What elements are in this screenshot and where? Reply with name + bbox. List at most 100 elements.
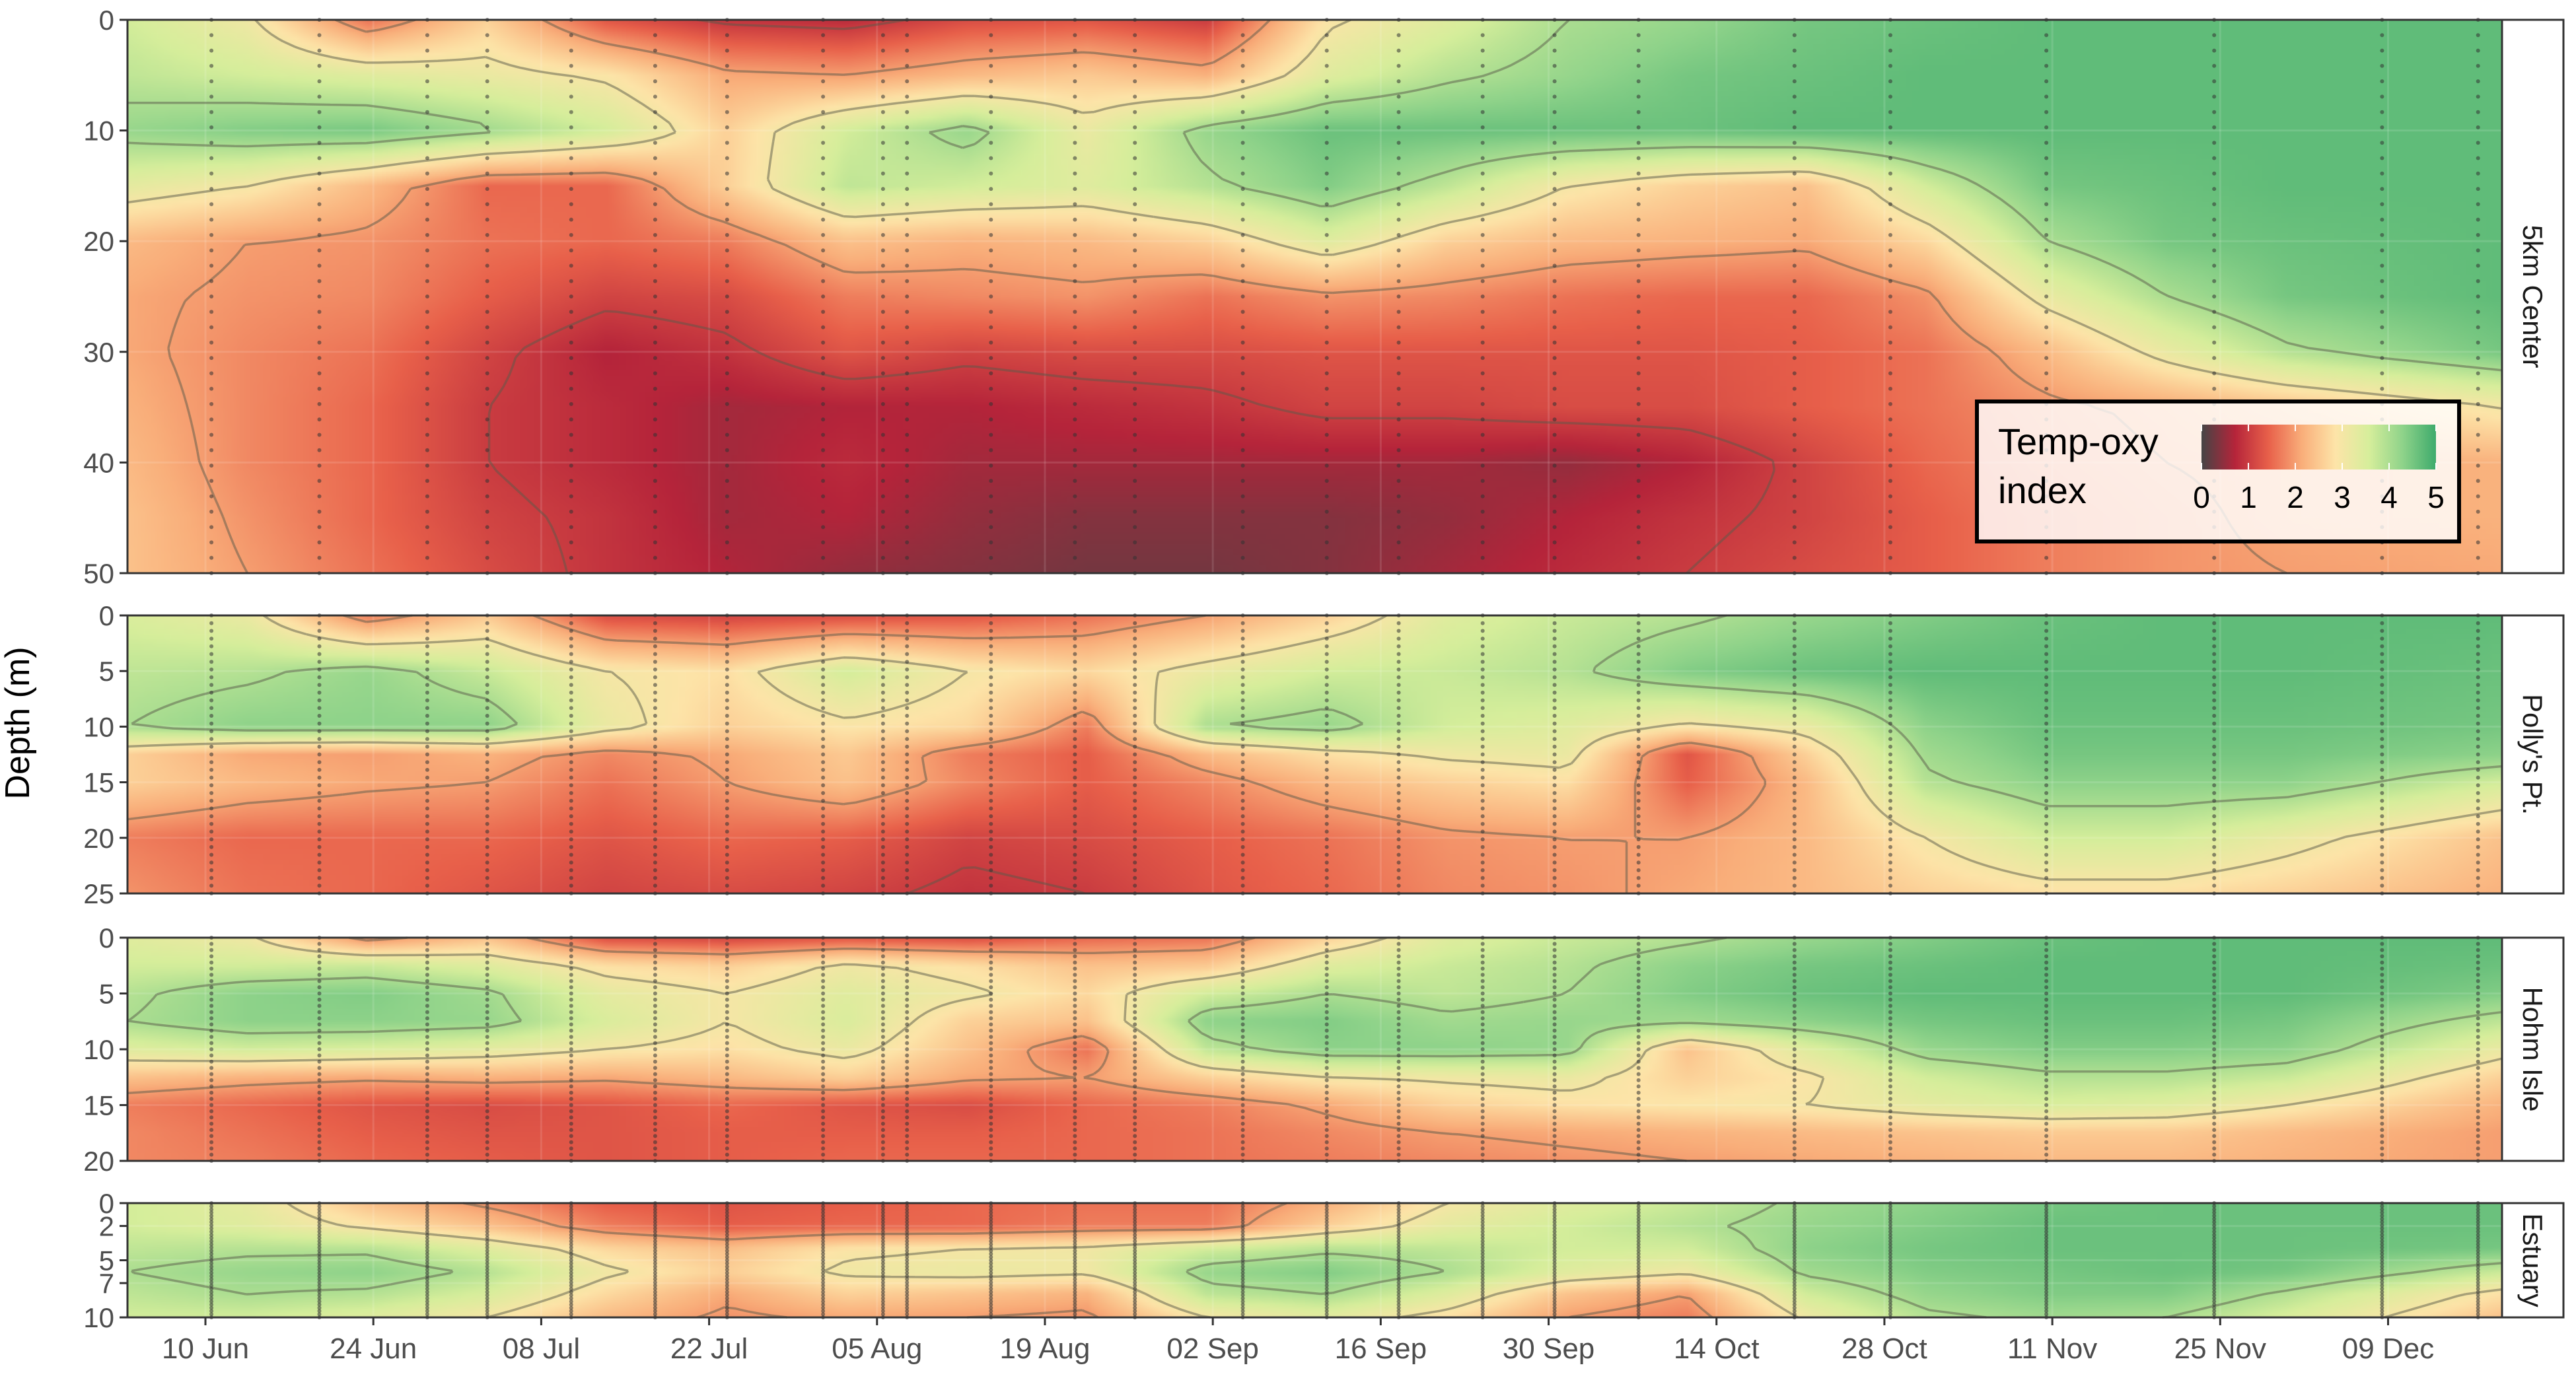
sample-point [1552, 1258, 1557, 1263]
sample-point [2044, 1300, 2049, 1303]
sample-point [1480, 1022, 1485, 1027]
sample-point [1636, 637, 1641, 641]
sample-point [1133, 798, 1137, 803]
sample-point [653, 171, 657, 176]
sample-point [209, 371, 214, 376]
sample-point [2380, 1230, 2384, 1234]
sample-point [880, 464, 885, 468]
sample-point [2476, 775, 2480, 780]
sample-point [1133, 675, 1137, 679]
sample-point [2380, 1258, 2384, 1263]
sample-point [1324, 1239, 1329, 1243]
sample-point [1480, 48, 1485, 53]
sample-point [569, 1239, 573, 1243]
sample-point [485, 33, 489, 38]
legend-tick-label: 5 [2427, 480, 2445, 514]
sample-point [653, 714, 657, 718]
sample-point [1324, 1214, 1329, 1218]
sample-point [725, 954, 729, 959]
sample-point [425, 1078, 429, 1082]
sample-point [209, 1226, 214, 1231]
facet-strip [2501, 936, 2565, 1162]
sample-point [1396, 1277, 1401, 1282]
sample-point [2476, 821, 2480, 826]
sample-point [2212, 690, 2217, 695]
sample-point [1324, 1115, 1329, 1120]
sample-point [1133, 1146, 1137, 1151]
sample-point [485, 555, 489, 560]
sample-point [821, 94, 826, 99]
sample-point [1073, 1134, 1077, 1138]
sample-point [2476, 1109, 2480, 1113]
sample-point [1396, 1053, 1401, 1058]
sample-point [653, 494, 657, 499]
sample-point [653, 621, 657, 625]
sample-point [1133, 706, 1137, 711]
sample-point [1480, 791, 1485, 795]
sample-point [569, 660, 573, 664]
sample-point [905, 637, 910, 641]
sample-point [1324, 1302, 1329, 1307]
sample-point [1396, 1204, 1401, 1208]
sample-point [1552, 401, 1557, 406]
sample-point [209, 202, 214, 207]
sample-point [569, 1242, 573, 1247]
sample-point [569, 1004, 573, 1008]
sample-point [317, 1217, 322, 1221]
sample-point [317, 1293, 322, 1298]
sample-point [2476, 1041, 2480, 1045]
sample-point [1636, 325, 1641, 330]
sample-point [1073, 884, 1077, 888]
sample-point [1133, 829, 1137, 834]
sample-point [2212, 1109, 2217, 1113]
sample-point [880, 706, 885, 711]
sample-point [1396, 33, 1401, 38]
sample-point [2044, 884, 2049, 888]
sample-point [1396, 1121, 1401, 1126]
sample-point [2476, 966, 2480, 971]
sample-point [2044, 806, 2049, 811]
sample-point [1792, 1059, 1797, 1064]
sample-point [2476, 217, 2480, 222]
sample-point [1552, 767, 1557, 772]
sample-point [425, 675, 429, 679]
sample-point [725, 1022, 729, 1027]
sample-point [989, 509, 993, 514]
sample-point [2476, 860, 2480, 865]
sample-point [880, 667, 885, 672]
sample-point [425, 660, 429, 664]
sample-point [905, 973, 910, 977]
sample-point [880, 948, 885, 952]
sample-point [2212, 48, 2217, 53]
sample-point [989, 985, 993, 990]
sample-point [1396, 509, 1401, 514]
sample-point [1552, 555, 1557, 560]
sample-point [905, 1121, 910, 1126]
sample-point [425, 1249, 429, 1253]
sample-point [2476, 295, 2480, 298]
sample-point [1636, 386, 1641, 391]
sample-point [905, 479, 910, 483]
sample-point [725, 1214, 729, 1218]
x-tick-label: 22 Jul [670, 1333, 748, 1365]
sample-point [989, 660, 993, 664]
sample-point [1324, 729, 1329, 734]
sample-point [2212, 767, 2217, 772]
sample-point [485, 814, 489, 819]
sample-point [209, 1223, 214, 1228]
sample-point [1636, 1097, 1641, 1101]
sample-point [1552, 806, 1557, 811]
sample-point [317, 1053, 322, 1058]
sample-point [2476, 706, 2480, 711]
sample-point [1888, 1220, 1892, 1224]
sample-point [1073, 371, 1077, 376]
sample-point [1636, 860, 1641, 865]
sample-point [425, 1300, 429, 1303]
sample-point [1324, 279, 1329, 283]
sample-point [880, 232, 885, 237]
sample-point [1480, 1233, 1485, 1237]
sample-point [569, 1309, 573, 1313]
sample-point [1792, 63, 1797, 68]
sample-point [725, 555, 729, 560]
sample-point [2044, 1305, 2049, 1310]
